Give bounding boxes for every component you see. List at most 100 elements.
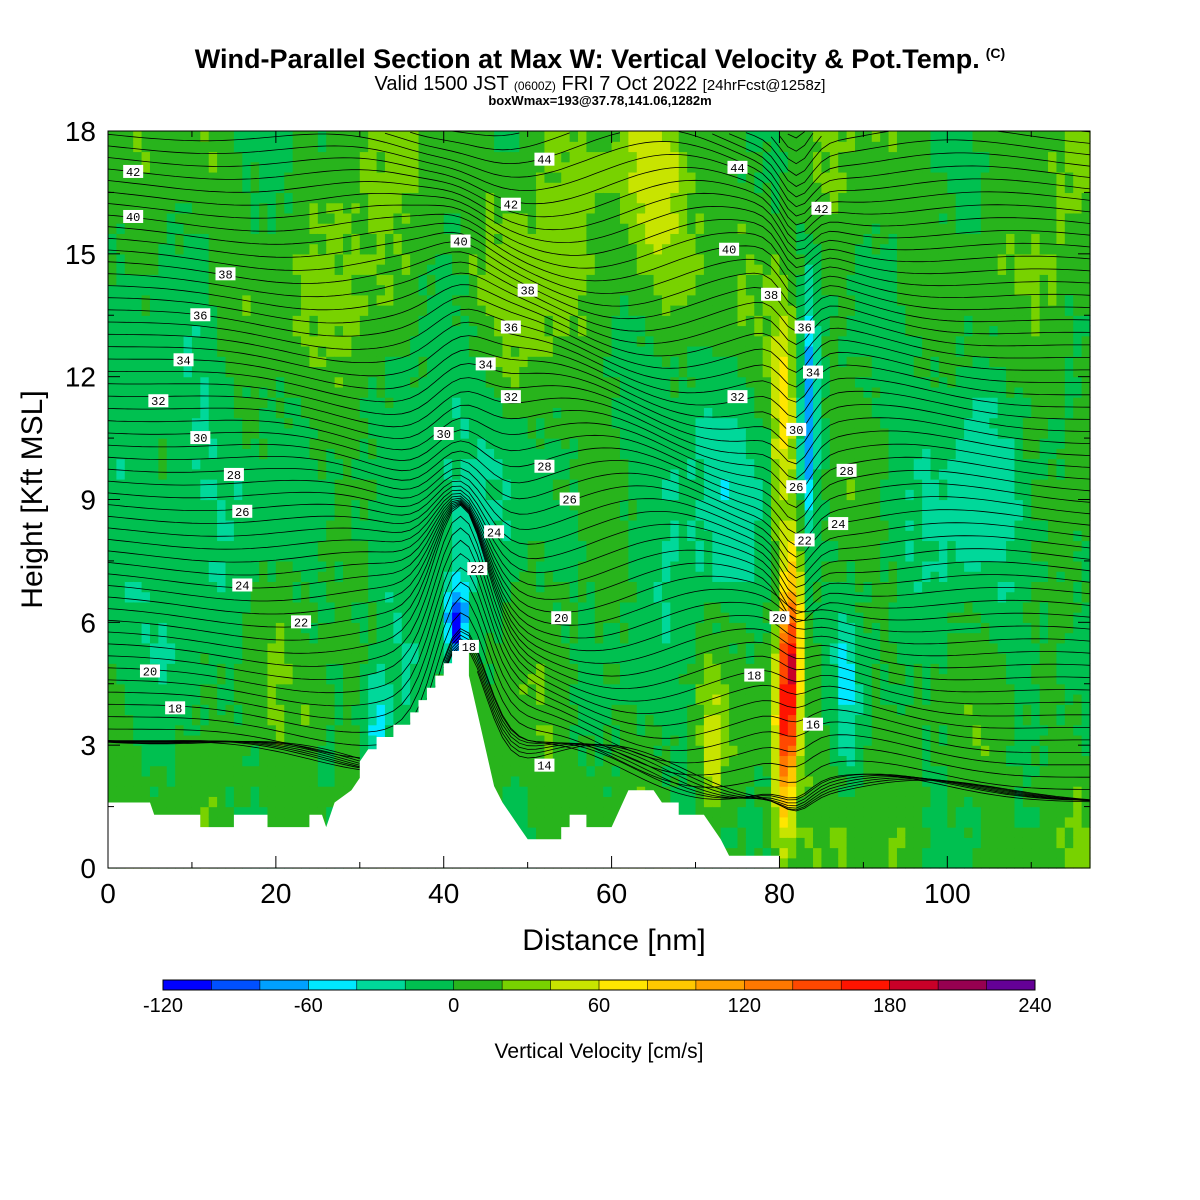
isentrope-label: 20: [769, 611, 790, 626]
isentrope-label-text: 44: [730, 162, 744, 176]
colorbar-tick-label: -120: [143, 995, 183, 1017]
isentrope-label: 34: [803, 365, 824, 381]
isentrope-label-text: 44: [537, 154, 551, 168]
isentrope-label: 34: [173, 353, 194, 368]
isentrope-label-text: 30: [437, 428, 451, 442]
isentrope-label: 26: [232, 504, 253, 520]
isentrope-label-text: 38: [764, 289, 778, 303]
chart-title: Wind-Parallel Section at Max W: Vertical…: [0, 44, 1200, 75]
title-main: Wind-Parallel Section at Max W: Vertical…: [194, 44, 980, 74]
colorbar-tick-label: 240: [1018, 995, 1051, 1017]
x-tick-label: 0: [100, 878, 116, 909]
isentrope-label-text: 32: [151, 395, 165, 409]
x-axis-label: Distance [nm]: [522, 924, 705, 957]
box-wmax-text: boxWmax=193@37.78,141.06,1282m: [488, 93, 712, 108]
isentrope-label: 42: [811, 201, 832, 217]
colorbar-swatch: [695, 980, 745, 990]
colorbar-swatch: [453, 980, 503, 990]
x-tick-label: 100: [924, 878, 971, 909]
isentrope-label: 30: [433, 426, 454, 442]
isentrope-label-text: 32: [730, 391, 744, 405]
isentrope-label-text: 38: [218, 268, 232, 282]
isentrope-label-text: 34: [806, 367, 820, 381]
isentrope-label: 26: [786, 480, 807, 495]
isentrope-label-text: 28: [537, 461, 551, 475]
isentrope-label: 24: [484, 525, 505, 540]
isentrope-label-text: 18: [747, 670, 761, 684]
isentrope-label: 18: [744, 668, 765, 684]
isentrope-label: 32: [500, 390, 521, 405]
isentrope-label-text: 24: [487, 526, 501, 540]
terrain-profile: [108, 651, 1090, 868]
isentrope-lines: [107, 130, 1091, 812]
colorbar-tick-label: -60: [294, 995, 323, 1017]
x-tick-label: 40: [428, 878, 459, 909]
isentrope-label: 20: [139, 664, 160, 679]
isentrope-label-text: 20: [554, 612, 568, 626]
isentrope-label: 30: [786, 422, 807, 438]
isentrope-label: 22: [467, 562, 488, 577]
isentrope-label: 34: [475, 357, 496, 372]
isentrope-label-text: 28: [839, 465, 853, 479]
isentrope-label-text: 24: [235, 579, 249, 593]
colorbar-swatch: [647, 980, 697, 990]
isentrope-label-text: 42: [126, 166, 140, 180]
colorbar-swatch: [599, 980, 648, 990]
colorbar-swatch: [259, 980, 309, 990]
isentrope-label: 32: [727, 390, 748, 405]
colorbar-swatch: [841, 980, 891, 990]
colorbar-tick-label: 60: [588, 995, 610, 1017]
colorbar-swatch: [550, 980, 600, 990]
isentrope-label-text: 40: [126, 211, 140, 225]
colorbar-swatch: [938, 980, 988, 990]
x-tick-label: 60: [596, 878, 627, 909]
isentrope-label: 40: [719, 242, 740, 258]
isentrope-label: 36: [500, 320, 521, 336]
isentrope-label: 16: [803, 717, 824, 733]
isentrope-label: 36: [794, 320, 815, 336]
chart-subtitle: Valid 1500 JST (0600Z) FRI 7 Oct 2022 [2…: [0, 74, 1200, 96]
isentrope-label-text: 28: [227, 469, 241, 483]
isentrope-label: 28: [836, 463, 857, 479]
isentrope-label: 18: [458, 639, 479, 655]
isentrope-label-text: 26: [235, 506, 249, 520]
isentrope-label: 32: [148, 394, 169, 409]
y-tick-label: 12: [65, 362, 96, 393]
velocity-field: [108, 131, 1091, 869]
isentrope-label: 42: [123, 164, 144, 180]
copyright-mark: (C): [985, 45, 1006, 61]
isentrope-label-text: 22: [294, 616, 308, 630]
colorbar-swatch: [792, 980, 842, 990]
isentrope-label-text: 30: [789, 424, 803, 438]
isentrope-label-text: 18: [462, 641, 476, 655]
isentrope-labels: 42 40 38 36 34 32 30 28 26 24 22 20 18 44 42 40 38 36 34 32…: [123, 152, 857, 774]
isentrope-label: 38: [215, 267, 236, 282]
colorbar-swatch: [308, 980, 358, 990]
colorbar-swatch: [356, 980, 406, 990]
colorbar-swatch: [986, 980, 1036, 990]
isentrope-label-text: 20: [143, 665, 157, 679]
colorbar-swatch: [211, 980, 261, 990]
colorbar-swatch: [405, 980, 455, 990]
isentrope-label: 38: [517, 283, 538, 299]
isentrope-label-text: 34: [176, 354, 190, 368]
isentrope-label-text: 26: [562, 494, 576, 508]
colorbar-tick-label: 120: [728, 995, 761, 1017]
isentrope-label: 22: [794, 533, 815, 548]
isentrope-label-text: 30: [193, 432, 207, 446]
isentrope-label-text: 34: [478, 358, 492, 372]
isentrope-label-text: 42: [504, 199, 518, 213]
y-tick-label: 15: [65, 239, 96, 270]
y-tick-label: 0: [80, 853, 96, 884]
isentrope-label: 22: [291, 615, 312, 630]
x-axis: 0 20 40 60 80 100 Distance [nm]: [100, 131, 1032, 957]
colorbar-tick-label: 0: [448, 995, 459, 1017]
isentrope-label: 24: [232, 578, 253, 593]
colorbar-label: Vertical Velocity [cm/s]: [495, 1040, 704, 1063]
colorbar: -120 -60 0 60 120 180 240 Vertical Velocity [cm…: [143, 979, 1052, 1063]
isentrope-label: 18: [165, 701, 186, 716]
x-tick-label: 80: [764, 878, 795, 909]
subtitle-utc: (0600Z): [513, 79, 556, 93]
isentrope-label-text: 38: [520, 285, 534, 299]
x-tick-label: 20: [260, 878, 291, 909]
